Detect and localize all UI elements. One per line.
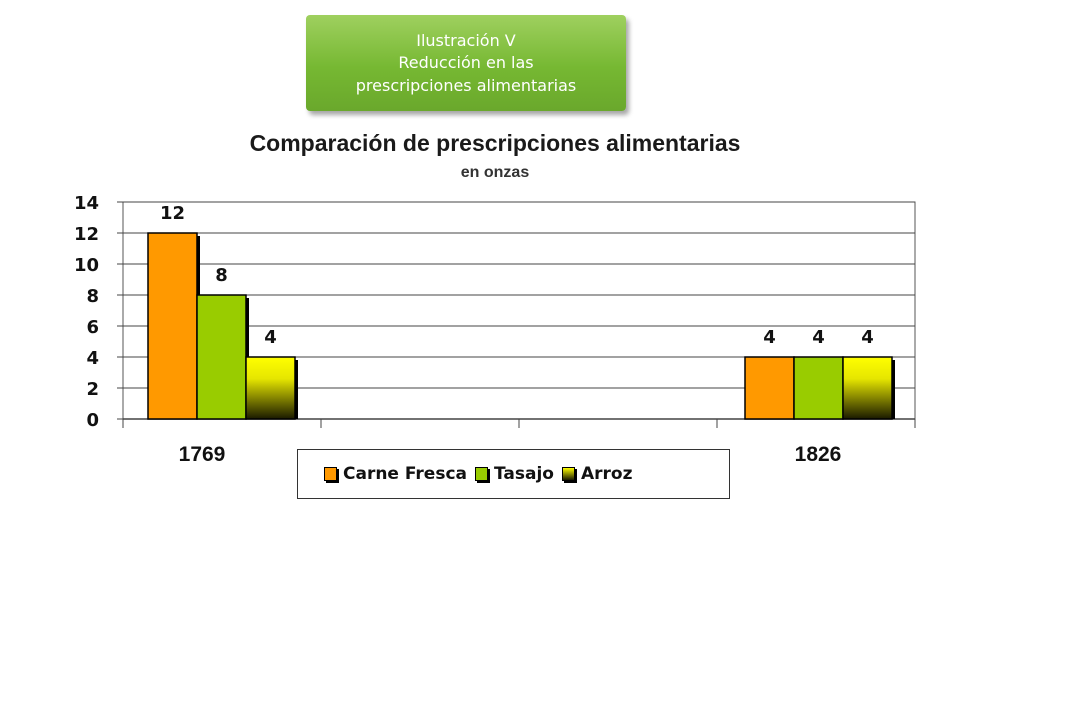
legend-label: Arroz [580,464,633,484]
data-label: 4 [812,327,825,348]
chart-title: Comparación de prescripciones alimentari… [249,130,741,156]
title-banner: Ilustración V Reducción en las prescripc… [306,15,626,111]
chart-legend: Carne Fresca Tasajo Arroz [297,449,730,499]
legend-swatch [324,467,337,481]
legend-label: Tasajo [494,464,554,484]
bar-tasajo-1826 [793,356,844,420]
x-tick-label: 1769 [179,443,226,466]
data-label: 4 [763,327,776,348]
chart-subtitle: en onzas [460,164,530,181]
banner-line-1: Ilustración V [416,30,516,50]
data-label: 12 [160,203,185,224]
bar-arroz-1826 [842,356,893,420]
y-tick-label: 6 [86,317,99,338]
y-tick-label: 14 [74,193,99,214]
data-label: 4 [264,327,277,348]
data-label: 8 [215,265,228,286]
y-tick-label: 12 [74,224,99,245]
bar-tasajo-1769 [196,294,247,420]
legend-swatch [561,467,575,481]
legend-label: Carne Fresca [343,464,467,484]
legend-item-arroz: Arroz [561,464,633,484]
legend-swatch [475,467,488,481]
y-tick-label: 4 [86,348,99,369]
banner-line-3: prescripciones alimentarias [355,75,577,95]
y-tick-label: 10 [74,255,99,276]
x-tick-label: 1826 [795,443,842,466]
bar-carne-fresca-1826 [744,356,795,420]
bar-carne-fresca-1769 [147,232,198,420]
bar-arroz-1769 [245,356,296,420]
banner-line-2: Reducción en las [398,53,534,73]
y-tick-label: 2 [86,379,99,400]
data-label: 4 [861,327,874,348]
legend-item-carne-fresca: Carne Fresca [324,464,467,484]
y-tick-label: 8 [86,286,99,307]
y-tick-label: 0 [86,410,99,431]
legend-item-tasajo: Tasajo [475,464,554,484]
